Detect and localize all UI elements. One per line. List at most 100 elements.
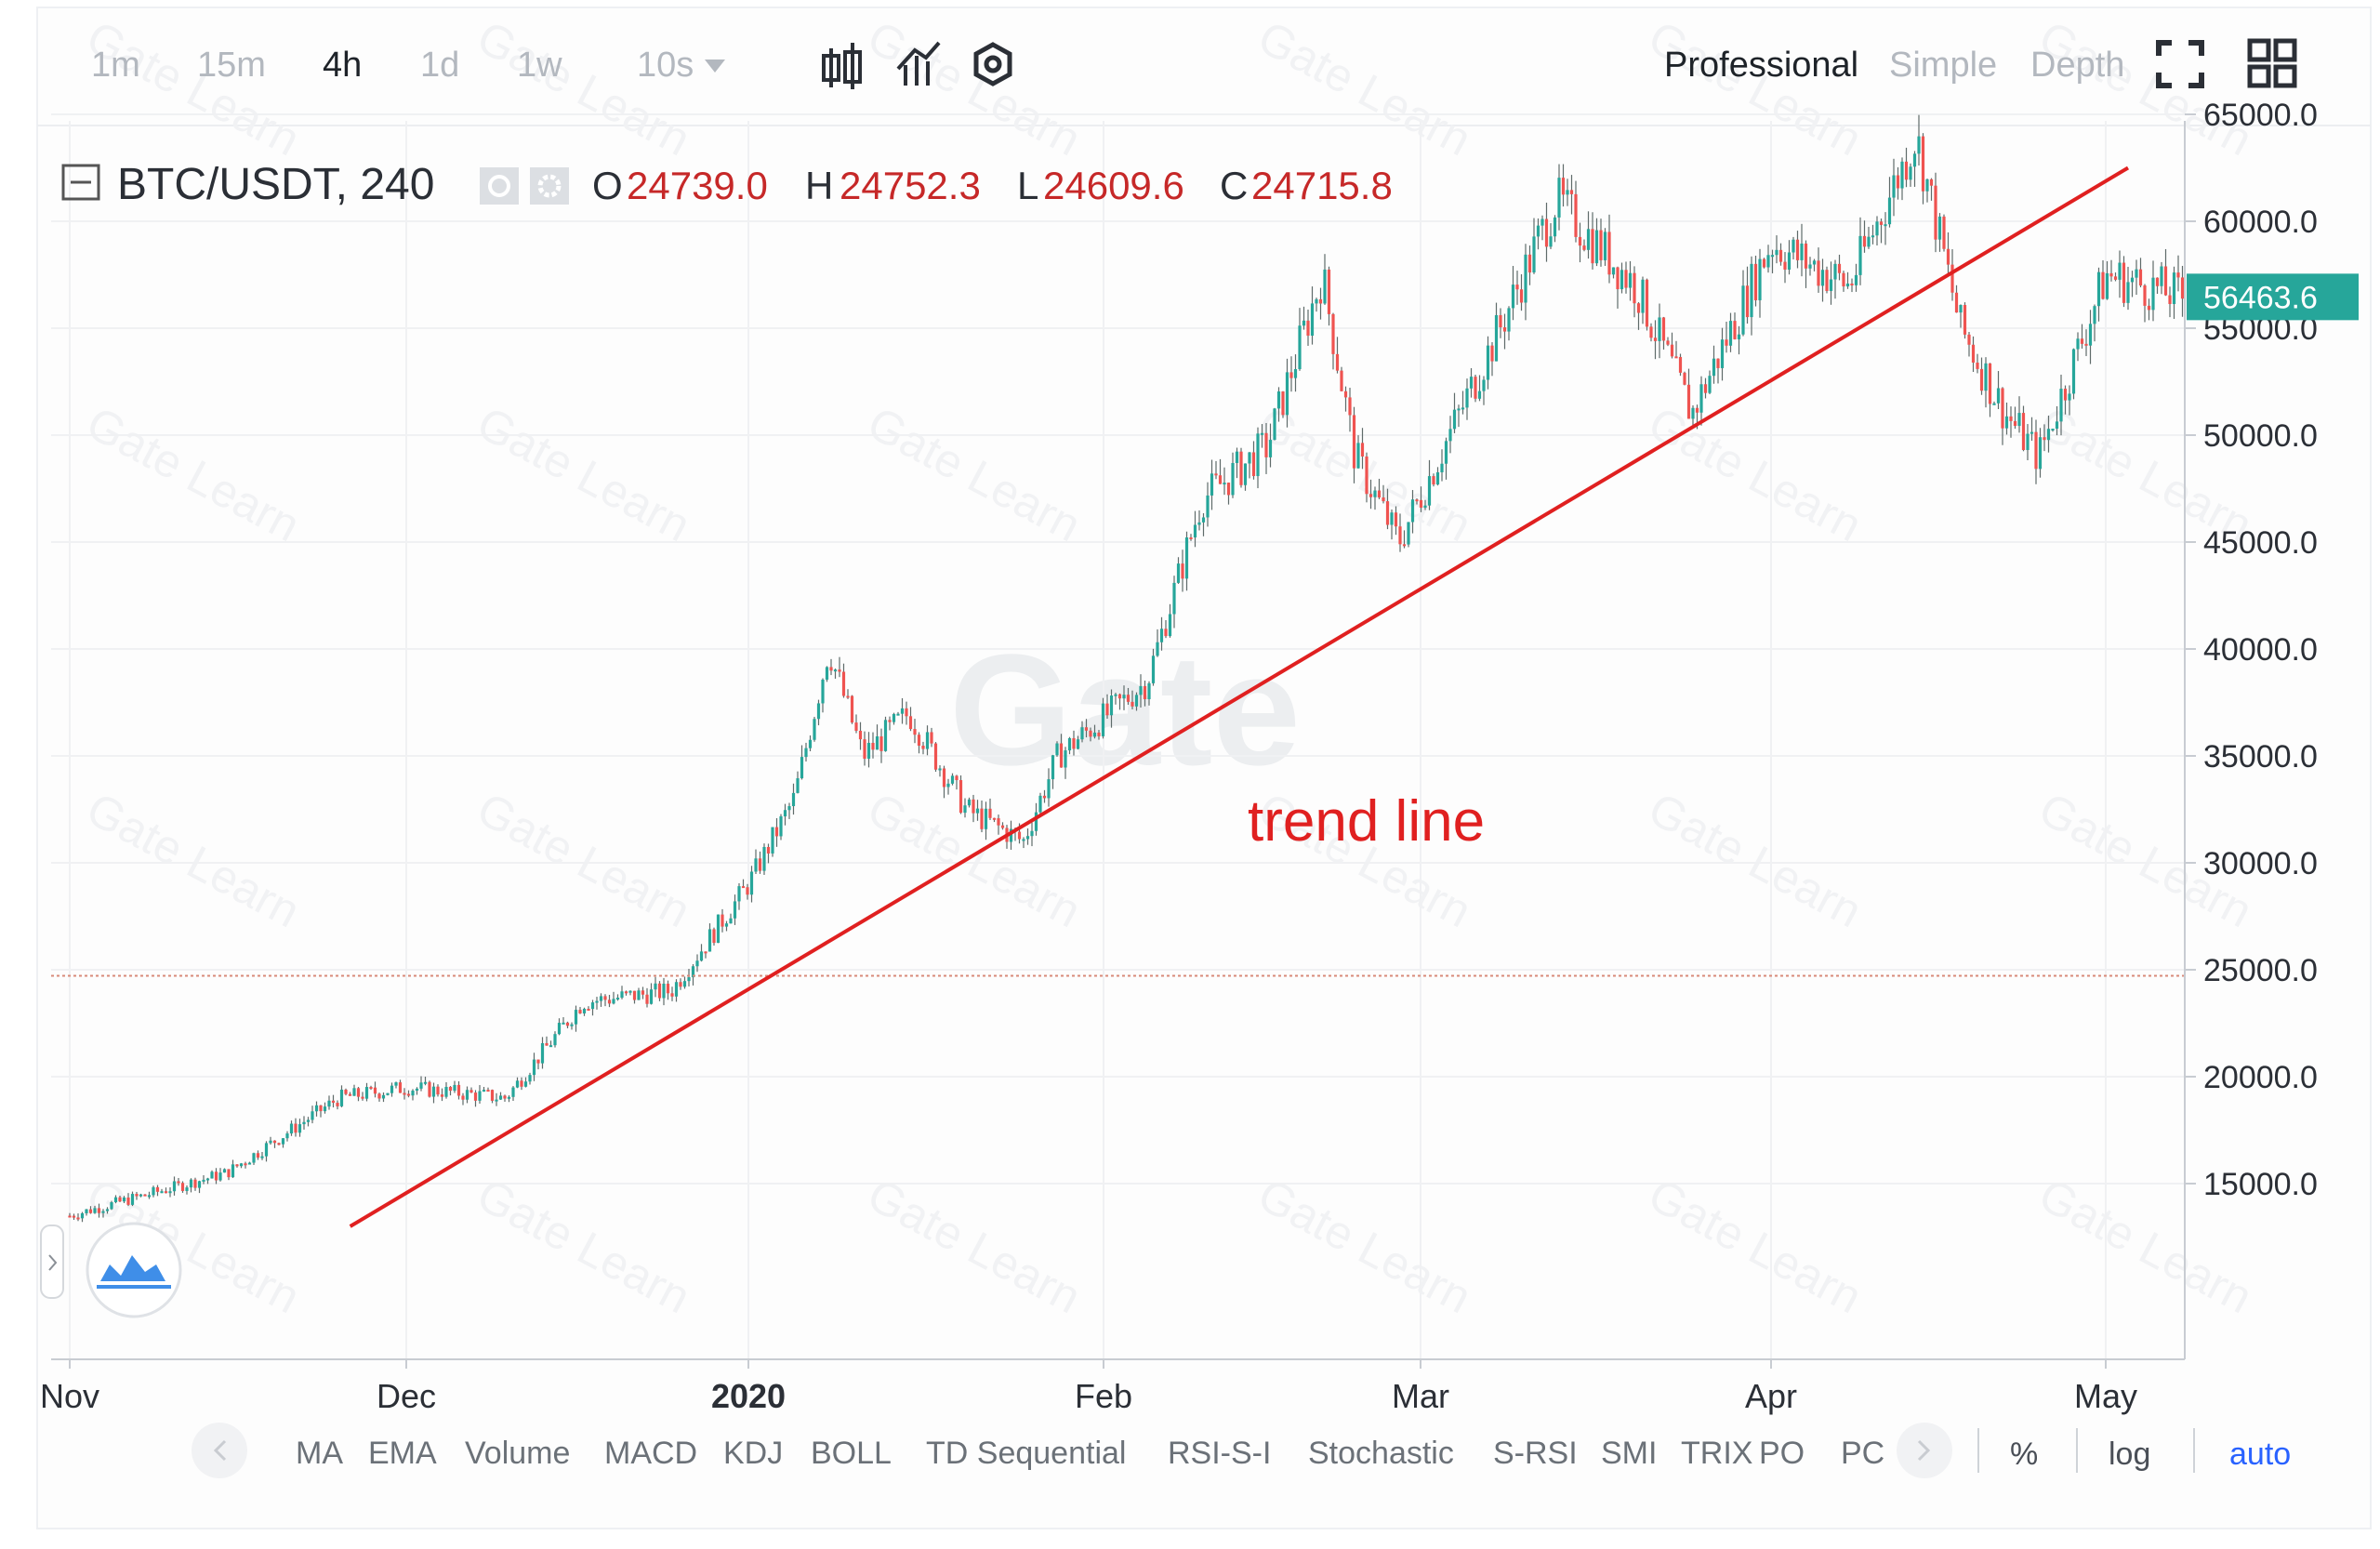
logo-button[interactable]	[86, 1222, 182, 1318]
indicator-smi[interactable]: SMI	[1601, 1436, 1657, 1471]
candle-body	[1720, 339, 1725, 368]
mode-professional[interactable]: Professional	[1664, 46, 1858, 85]
trend-line[interactable]	[349, 165, 2130, 1228]
candle-body	[1382, 497, 1385, 502]
candle-body	[1248, 452, 1251, 464]
interval-dropdown[interactable]: 10s	[637, 46, 694, 85]
gear-icon[interactable]	[530, 167, 569, 205]
candle-body	[615, 998, 620, 1000]
interval-1m[interactable]: 1m	[91, 46, 140, 85]
indicator-scroll-left[interactable]	[192, 1423, 247, 1478]
open-value: 24739.0	[627, 164, 768, 207]
scale-percent[interactable]: %	[2010, 1436, 2038, 1472]
candle-body	[88, 1209, 93, 1213]
candle-body	[1356, 443, 1360, 469]
candle-body	[93, 1208, 97, 1213]
settings-hex-icon[interactable]	[973, 42, 1012, 86]
candle-body	[1762, 258, 1766, 268]
indicator-ema[interactable]: EMA	[368, 1436, 437, 1471]
last-price-badge-text: 56463.6	[2203, 280, 2318, 315]
mode-simple[interactable]: Simple	[1889, 46, 1997, 85]
scale-log[interactable]: log	[2109, 1436, 2150, 1472]
candle-body	[1703, 384, 1708, 393]
candle-body	[1636, 303, 1641, 313]
indicator-rsi-s-i[interactable]: RSI-S-I	[1168, 1436, 1271, 1471]
candle-body	[1645, 279, 1649, 327]
candle-body	[85, 1209, 88, 1213]
candle-body	[905, 708, 908, 717]
indicator-trix[interactable]: TRIX	[1681, 1436, 1752, 1471]
indicator-ma[interactable]: MA	[296, 1436, 343, 1471]
interval-1d[interactable]: 1d	[420, 46, 459, 85]
price-tick-label: 50000.0	[2203, 418, 2318, 454]
candle-body	[523, 1081, 528, 1087]
candle-body	[1223, 483, 1226, 485]
indicator-boll[interactable]: BOLL	[811, 1436, 892, 1471]
grid-layout-icon[interactable]	[2247, 38, 2297, 88]
candle-body	[946, 783, 950, 788]
candle-body	[1858, 235, 1862, 275]
indicator-td-sequential[interactable]: TD Sequential	[926, 1436, 1126, 1471]
candle-body	[1569, 190, 1574, 194]
chart-legend: BTC/USDT, 240 O 24739.0 H 24752.3 L 2460…	[61, 160, 1393, 209]
candle-body	[1306, 320, 1310, 337]
candle-body	[1469, 377, 1474, 389]
candle-body	[850, 695, 854, 723]
candle-body	[879, 736, 883, 751]
candle-body	[1820, 270, 1825, 286]
eye-icon[interactable]	[480, 167, 519, 205]
interval-15m[interactable]: 15m	[197, 46, 266, 85]
candle-body	[825, 667, 829, 680]
candle-body	[2009, 416, 2013, 421]
candle-body	[1758, 258, 1762, 300]
indicator-pc[interactable]: PC	[1841, 1436, 1884, 1471]
candle-body	[1440, 463, 1444, 472]
candle-body	[135, 1194, 139, 1197]
candle-body	[641, 990, 645, 995]
candle-body	[574, 1010, 578, 1025]
candle-body	[68, 1215, 72, 1218]
candle-body	[465, 1090, 469, 1100]
candle-body	[858, 730, 863, 740]
candle-body	[1348, 397, 1352, 416]
candle-body	[813, 719, 816, 740]
indicator-macd[interactable]: MACD	[604, 1436, 697, 1471]
candle-body	[2135, 269, 2138, 278]
candle-body	[415, 1088, 419, 1092]
candle-body	[1114, 694, 1117, 696]
candle-body	[666, 984, 670, 994]
candle-body	[336, 1103, 339, 1106]
interval-1w[interactable]: 1w	[517, 46, 562, 85]
candle-body	[1988, 363, 1992, 404]
candle-body	[1159, 629, 1164, 642]
chevron-down-icon[interactable]	[705, 60, 725, 73]
interval-4h[interactable]: 4h	[323, 46, 362, 85]
fullscreen-icon[interactable]	[2156, 40, 2204, 88]
candlestick-icon[interactable]	[822, 43, 862, 89]
indicator-kdj[interactable]: KDJ	[723, 1436, 783, 1471]
candle-body	[1486, 345, 1490, 380]
indicator-volume[interactable]: Volume	[465, 1436, 570, 1471]
candle-body	[1527, 254, 1532, 273]
price-tick-label: 30000.0	[2203, 846, 2318, 881]
indicator-s-rsi[interactable]: S-RSI	[1493, 1436, 1578, 1471]
candle-body	[1607, 232, 1611, 275]
indicator-stochastic[interactable]: Stochastic	[1308, 1436, 1454, 1471]
side-expand-tab[interactable]	[40, 1225, 64, 1299]
indicator-chart-icon[interactable]	[896, 41, 941, 86]
candle-body	[1377, 490, 1382, 498]
candle-body	[1792, 239, 1795, 253]
indicator-scroll-right[interactable]	[1897, 1423, 1952, 1478]
mode-depth[interactable]: Depth	[2030, 46, 2124, 85]
candle-body	[1594, 230, 1599, 264]
scale-auto[interactable]: auto	[2229, 1436, 2291, 1472]
candle-body	[896, 713, 900, 716]
price-tick-label: 20000.0	[2203, 1060, 2318, 1095]
candle-body	[1854, 274, 1858, 285]
indicator-po[interactable]: PO	[1759, 1436, 1805, 1471]
candle-body	[888, 720, 892, 722]
collapse-legend-button[interactable]	[61, 164, 100, 201]
price-tick-label: 40000.0	[2203, 632, 2318, 668]
candle-body	[222, 1169, 227, 1173]
candle-body	[695, 960, 699, 967]
